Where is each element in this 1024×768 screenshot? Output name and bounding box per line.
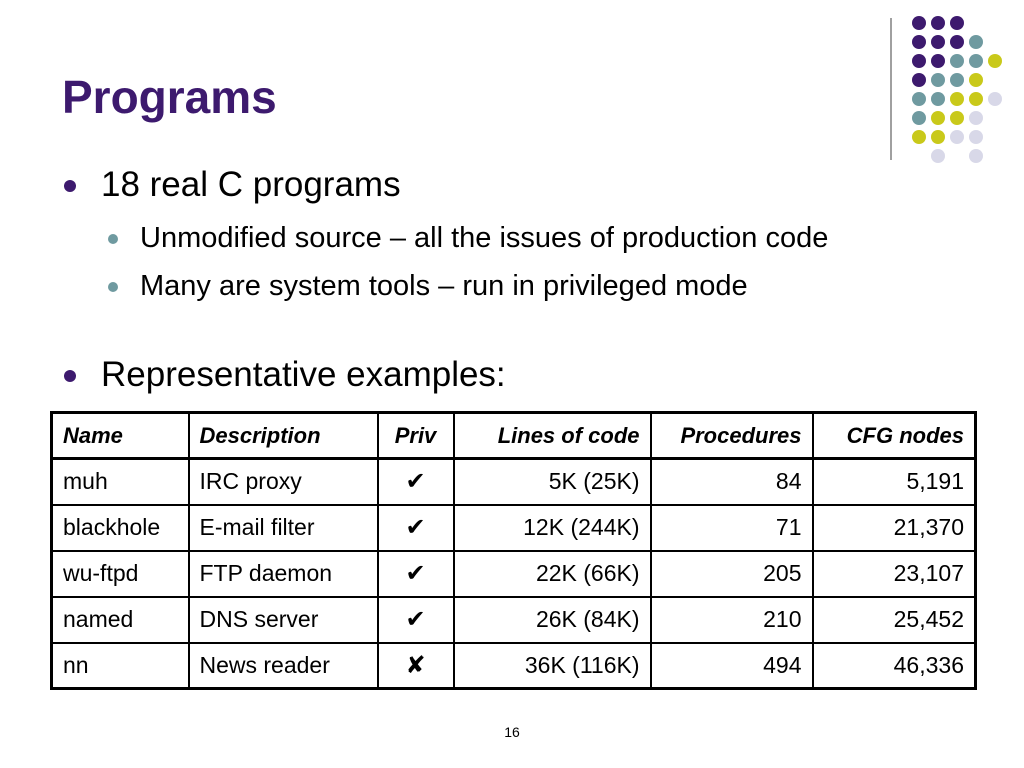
cell-cfg-nodes: 46,336	[811, 641, 977, 690]
sub-bullet-item: Many are system tools – run in privilege…	[108, 270, 748, 302]
cell-cfg-nodes: 23,107	[811, 549, 977, 598]
cell-priv-check-icon: ✔	[376, 595, 455, 644]
cell-cfg-nodes: 25,452	[811, 595, 977, 644]
decorative-dot	[912, 16, 926, 30]
column-header-name: Name	[50, 411, 190, 460]
decorative-dot	[969, 35, 983, 49]
decorative-dot	[950, 130, 964, 144]
sub-bullet-item: Unmodified source – all the issues of pr…	[108, 222, 829, 254]
programs-table: Name Description Priv Lines of code Proc…	[50, 411, 977, 690]
cell-procedures: 205	[649, 549, 814, 598]
slide-title: Programs	[62, 71, 277, 123]
cell-lines-of-code: 5K (25K)	[452, 457, 652, 506]
decorative-dot	[912, 111, 926, 125]
cell-name: nn	[50, 641, 190, 690]
cell-description: FTP daemon	[187, 549, 379, 598]
cell-priv-check-icon: ✔	[376, 549, 455, 598]
cell-lines-of-code: 22K (66K)	[452, 549, 652, 598]
cell-description: News reader	[187, 641, 379, 690]
column-header-cfg-nodes: CFG nodes	[811, 411, 977, 460]
decorative-dot	[950, 35, 964, 49]
decorative-dot	[969, 111, 983, 125]
decorative-dot	[969, 54, 983, 68]
decorative-dot	[950, 92, 964, 106]
cell-description: DNS server	[187, 595, 379, 644]
table-row: wu-ftpd FTP daemon ✔ 22K (66K) 205 23,10…	[50, 549, 977, 598]
cell-lines-of-code: 26K (84K)	[452, 595, 652, 644]
decorative-dot	[950, 54, 964, 68]
cell-procedures: 71	[649, 503, 814, 552]
decorative-dot	[931, 111, 945, 125]
sub-bullet-dot-icon	[108, 282, 118, 292]
cell-name: wu-ftpd	[50, 549, 190, 598]
column-header-lines-of-code: Lines of code	[452, 411, 652, 460]
decorative-dot	[950, 73, 964, 87]
cell-name: named	[50, 595, 190, 644]
cell-procedures: 210	[649, 595, 814, 644]
cell-priv-check-icon: ✔	[376, 503, 455, 552]
table-header-row: Name Description Priv Lines of code Proc…	[50, 411, 977, 460]
cell-lines-of-code: 36K (116K)	[452, 641, 652, 690]
cell-priv-cross-icon: ✘	[376, 641, 455, 690]
column-header-description: Description	[187, 411, 379, 460]
cell-description: E-mail filter	[187, 503, 379, 552]
cell-procedures: 84	[649, 457, 814, 506]
bullet-dot-icon	[64, 370, 76, 382]
bullet-item: 18 real C programs	[64, 165, 401, 204]
decorative-dot	[969, 149, 983, 163]
decorative-dot	[988, 92, 1002, 106]
sub-bullet-text: Many are system tools – run in privilege…	[140, 270, 748, 302]
cell-name: blackhole	[50, 503, 190, 552]
sub-bullet-dot-icon	[108, 234, 118, 244]
sub-bullet-text: Unmodified source – all the issues of pr…	[140, 222, 829, 254]
page-number: 16	[504, 724, 520, 740]
table-row: blackhole E-mail filter ✔ 12K (244K) 71 …	[50, 503, 977, 552]
bullet-item: Representative examples:	[64, 355, 506, 394]
decorative-dot	[931, 73, 945, 87]
decorative-dot	[969, 73, 983, 87]
decorative-dot	[931, 16, 945, 30]
column-header-priv: Priv	[376, 411, 455, 460]
decorative-dot-grid	[890, 16, 1002, 163]
decorative-dot	[969, 130, 983, 144]
decorative-dot	[931, 149, 945, 163]
decorative-dot	[912, 92, 926, 106]
decorative-dot	[912, 73, 926, 87]
column-header-procedures: Procedures	[649, 411, 814, 460]
cell-procedures: 494	[649, 641, 814, 690]
decorative-dot	[969, 92, 983, 106]
cell-cfg-nodes: 5,191	[811, 457, 977, 506]
decorative-dot	[931, 130, 945, 144]
cell-lines-of-code: 12K (244K)	[452, 503, 652, 552]
decorative-dot	[912, 54, 926, 68]
bullet-text: Representative examples:	[101, 355, 506, 394]
cell-name: muh	[50, 457, 190, 506]
decorative-dot	[912, 35, 926, 49]
table-row: muh IRC proxy ✔ 5K (25K) 84 5,191	[50, 457, 977, 506]
bullet-dot-icon	[64, 180, 76, 192]
decorative-dot	[950, 16, 964, 30]
table-row: nn News reader ✘ 36K (116K) 494 46,336	[50, 641, 977, 690]
cell-description: IRC proxy	[187, 457, 379, 506]
decorative-dot	[931, 35, 945, 49]
decorative-dot	[931, 54, 945, 68]
cell-priv-check-icon: ✔	[376, 457, 455, 506]
decorative-dot	[988, 54, 1002, 68]
bullet-text: 18 real C programs	[101, 165, 401, 204]
decorative-dot	[950, 111, 964, 125]
decorative-dot	[912, 130, 926, 144]
table-row: named DNS server ✔ 26K (84K) 210 25,452	[50, 595, 977, 644]
cell-cfg-nodes: 21,370	[811, 503, 977, 552]
decorative-dot	[931, 92, 945, 106]
